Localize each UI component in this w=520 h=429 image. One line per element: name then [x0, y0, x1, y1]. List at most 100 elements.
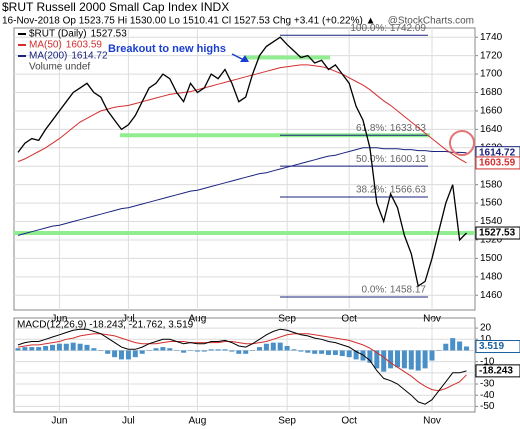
histogram-bar: [112, 350, 118, 358]
histogram-bar: [319, 350, 325, 354]
histogram-bar: [56, 343, 62, 351]
legend-value: 1614.72: [71, 51, 108, 62]
histogram-bar: [36, 347, 42, 351]
y-tick-label: 20: [480, 323, 492, 334]
histogram-bar: [464, 346, 469, 351]
histogram-bar: [339, 350, 345, 357]
histogram-bar: [153, 348, 159, 351]
histogram-bar: [91, 348, 97, 351]
legend-label: MA(50): [29, 40, 62, 51]
histogram-bar: [250, 350, 256, 351]
histogram-bar: [188, 350, 193, 351]
histogram-bar: [194, 350, 200, 352]
histogram-bar: [243, 350, 249, 354]
histogram-bar: [215, 349, 221, 351]
x-tick-label: Aug: [189, 416, 207, 427]
histogram-bar: [305, 350, 311, 353]
credit: @StockCharts.com: [388, 16, 474, 27]
annotation-arrowhead: [240, 55, 249, 62]
x-tick-label: Jul: [122, 416, 135, 427]
histogram-bar: [277, 342, 283, 351]
x-tick-label: Jun: [51, 416, 67, 427]
histogram-bar: [22, 347, 28, 351]
histogram-bar: [50, 344, 55, 351]
series-line: [17, 36, 467, 288]
annotation: Breakout to new highs: [108, 43, 226, 55]
y-tick-label: 1660: [480, 106, 503, 117]
y-tick-label: 10: [480, 334, 492, 345]
y-tick-label: 1560: [480, 198, 503, 209]
y-tick-label: -10: [480, 356, 495, 367]
macd-panel: [13, 317, 476, 413]
macd-title: MACD(12,26,9) -18.243, -21.762, 3.519: [17, 320, 194, 331]
close-tag: [475, 226, 520, 240]
fib-label: 61.8%: 1633.63: [356, 123, 426, 134]
histogram-bar: [284, 345, 290, 351]
y-tick-label: 1540: [480, 216, 503, 227]
histogram-bar: [160, 347, 166, 351]
macd-tag: [475, 364, 520, 378]
histogram-bar: [408, 350, 414, 370]
y-tick-label: 1480: [480, 271, 503, 282]
histogram-bar: [367, 350, 373, 363]
series-line: [17, 64, 467, 164]
histogram-bar: [139, 350, 145, 354]
y-tick-label: 1580: [480, 179, 503, 190]
histogram-bar: [388, 350, 394, 369]
histogram-bar: [236, 350, 242, 354]
fib-label: 0.0%: 1458.17: [362, 285, 427, 296]
histogram-bar: [263, 343, 269, 351]
hist-tag-text: 3.519: [479, 341, 504, 352]
histogram-bar: [436, 350, 442, 351]
histogram-bar: [346, 350, 352, 358]
series-line: [17, 328, 467, 405]
fib-label: 38.2%: 1566.63: [356, 185, 426, 196]
ma50-tag: [475, 156, 520, 170]
y-tick-label: 1460: [480, 290, 503, 301]
histogram-bar: [422, 350, 428, 369]
x-tick-label: Oct: [341, 416, 357, 427]
legend-label: $RUT (Daily): [29, 29, 87, 40]
histogram-bar: [84, 344, 90, 351]
fib-label: 50.0%: 1600.13: [356, 154, 426, 165]
histogram-bar: [326, 350, 331, 355]
histogram-bar: [222, 349, 228, 351]
histogram-bar: [15, 348, 21, 351]
legend-value: 1527.53: [91, 29, 128, 40]
y-tick-label: 1740: [480, 32, 503, 43]
histogram-bar: [401, 350, 407, 369]
y-tick-label: 1720: [480, 50, 503, 61]
histogram-bar: [353, 350, 359, 360]
histogram-bar: [201, 350, 207, 352]
histogram-bar: [312, 350, 318, 354]
legend-volume: Volume undef: [29, 62, 90, 73]
histogram-bar: [374, 350, 380, 369]
histogram-bar: [181, 350, 187, 353]
histogram-bar: [174, 350, 180, 351]
y-tick-label: 1520: [480, 235, 503, 246]
y-tick-label: 1640: [480, 124, 503, 135]
histogram-bar: [77, 343, 83, 351]
histogram-bar: [105, 350, 111, 354]
histogram-bar: [125, 350, 131, 360]
histogram-bar: [119, 350, 124, 360]
histogram-bar: [257, 347, 262, 351]
symbol-line: $RUT Russell 2000 Small Cap Index INDX: [2, 0, 229, 14]
histogram-bar: [229, 350, 235, 352]
histogram-bar: [429, 350, 435, 361]
histogram-bar: [415, 350, 421, 371]
histogram-bar: [70, 342, 76, 351]
histogram-bar: [395, 350, 400, 368]
histogram-bar: [146, 350, 152, 351]
histogram-bar: [167, 348, 173, 351]
legend-label: MA(200): [29, 51, 67, 62]
price-panel: [13, 27, 476, 311]
histogram-bar: [270, 342, 276, 351]
quote-line: 16-Nov-2018 Op 1523.75 Hi 1530.00 Lo 151…: [2, 16, 376, 27]
y-tick-label: 1500: [480, 253, 503, 264]
histogram-bar: [450, 338, 456, 351]
x-tick-label: Sep: [278, 416, 296, 427]
histogram-bar: [29, 347, 35, 351]
histogram-bar: [298, 350, 304, 352]
